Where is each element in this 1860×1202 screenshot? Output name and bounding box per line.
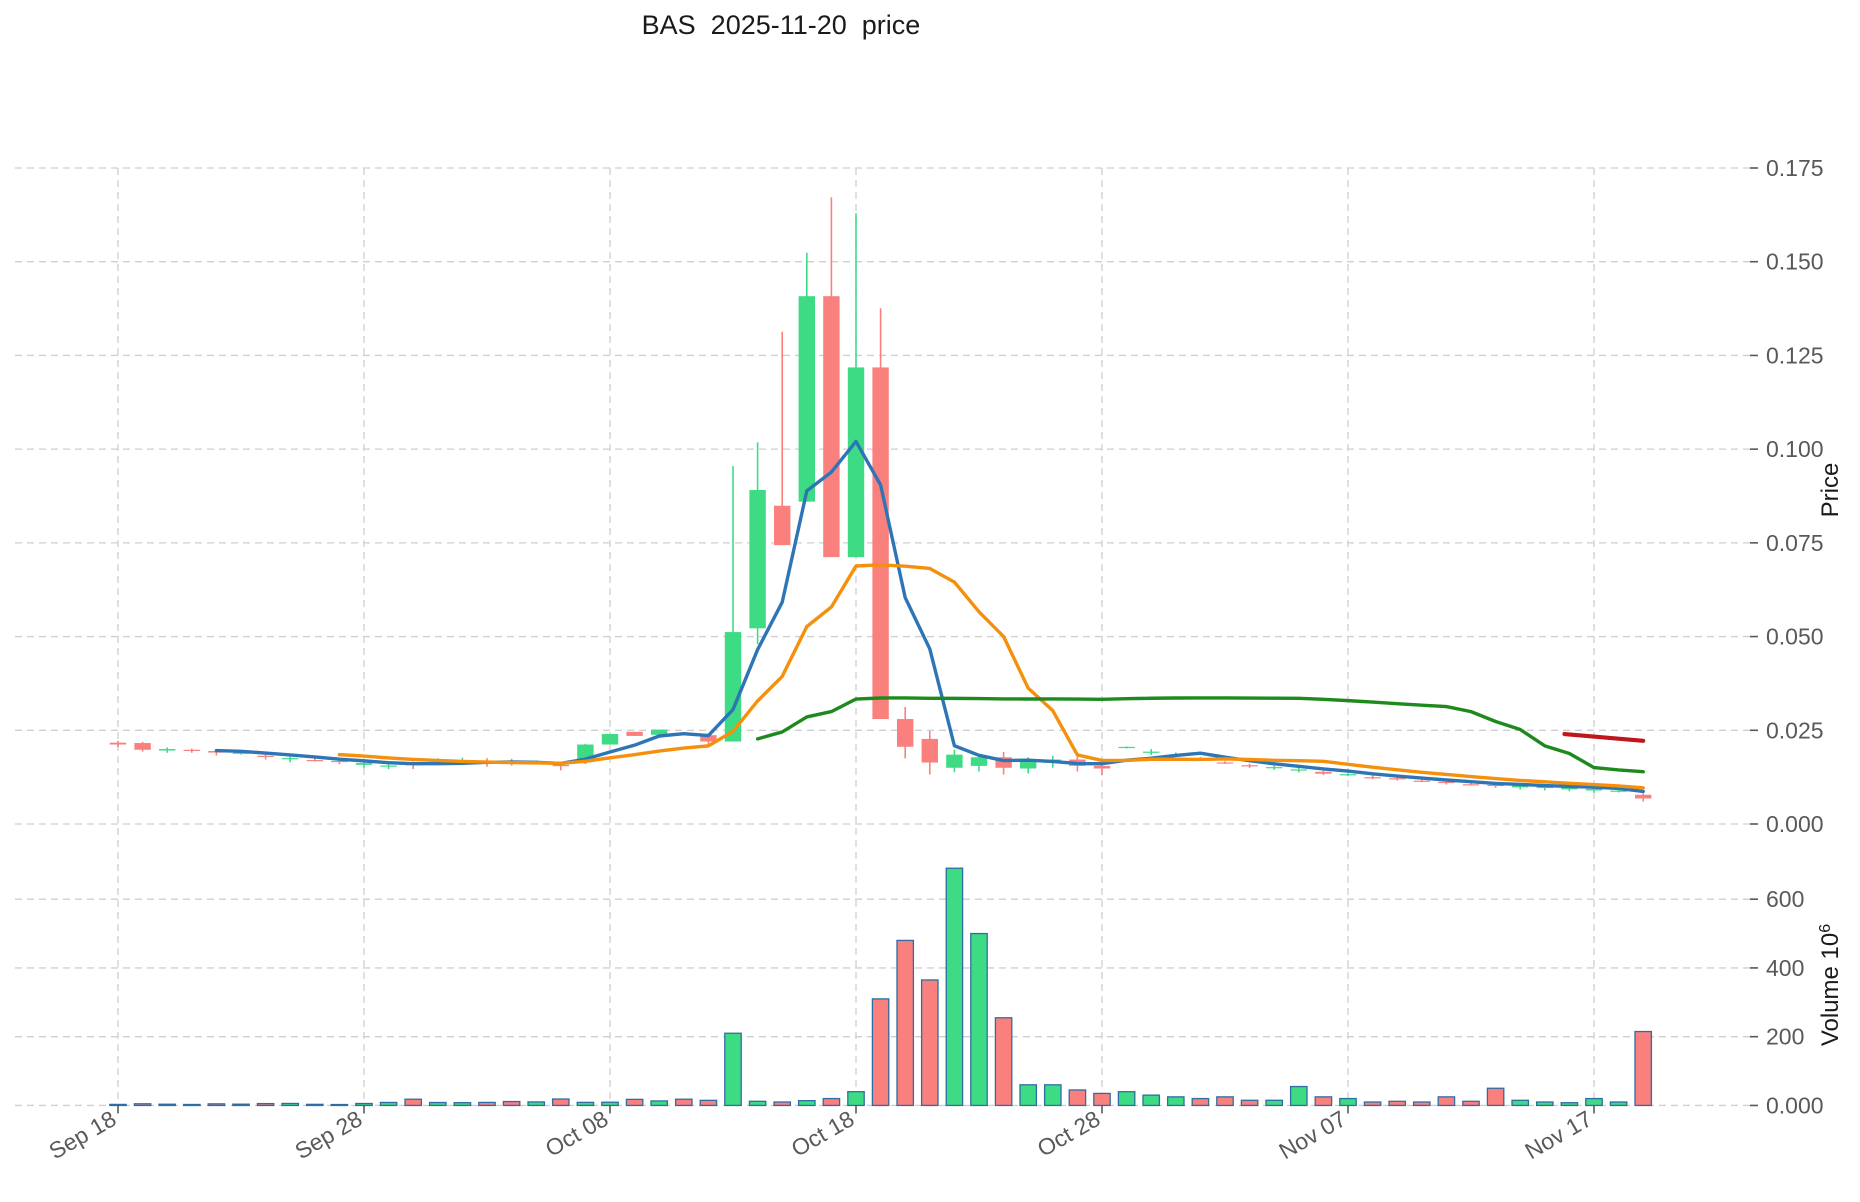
svg-text:600: 600 bbox=[1766, 886, 1804, 912]
svg-text:0.125: 0.125 bbox=[1766, 342, 1824, 368]
svg-text:400: 400 bbox=[1766, 955, 1804, 981]
svg-text:0.175: 0.175 bbox=[1766, 155, 1824, 181]
svg-text:0.000: 0.000 bbox=[1766, 1092, 1824, 1118]
svg-text:Price: Price bbox=[1817, 463, 1844, 518]
svg-text:0.000: 0.000 bbox=[1766, 811, 1824, 837]
svg-text:0.150: 0.150 bbox=[1766, 249, 1824, 275]
svg-text:Volume 106: Volume 106 bbox=[1817, 924, 1845, 1046]
svg-text:BAS 2025-11-20 price: BAS 2025-11-20 price bbox=[642, 10, 921, 40]
svg-text:0.050: 0.050 bbox=[1766, 624, 1824, 650]
svg-text:0.100: 0.100 bbox=[1766, 436, 1824, 462]
svg-text:200: 200 bbox=[1766, 1024, 1804, 1050]
svg-text:0.075: 0.075 bbox=[1766, 530, 1824, 556]
svg-text:0.025: 0.025 bbox=[1766, 717, 1824, 743]
